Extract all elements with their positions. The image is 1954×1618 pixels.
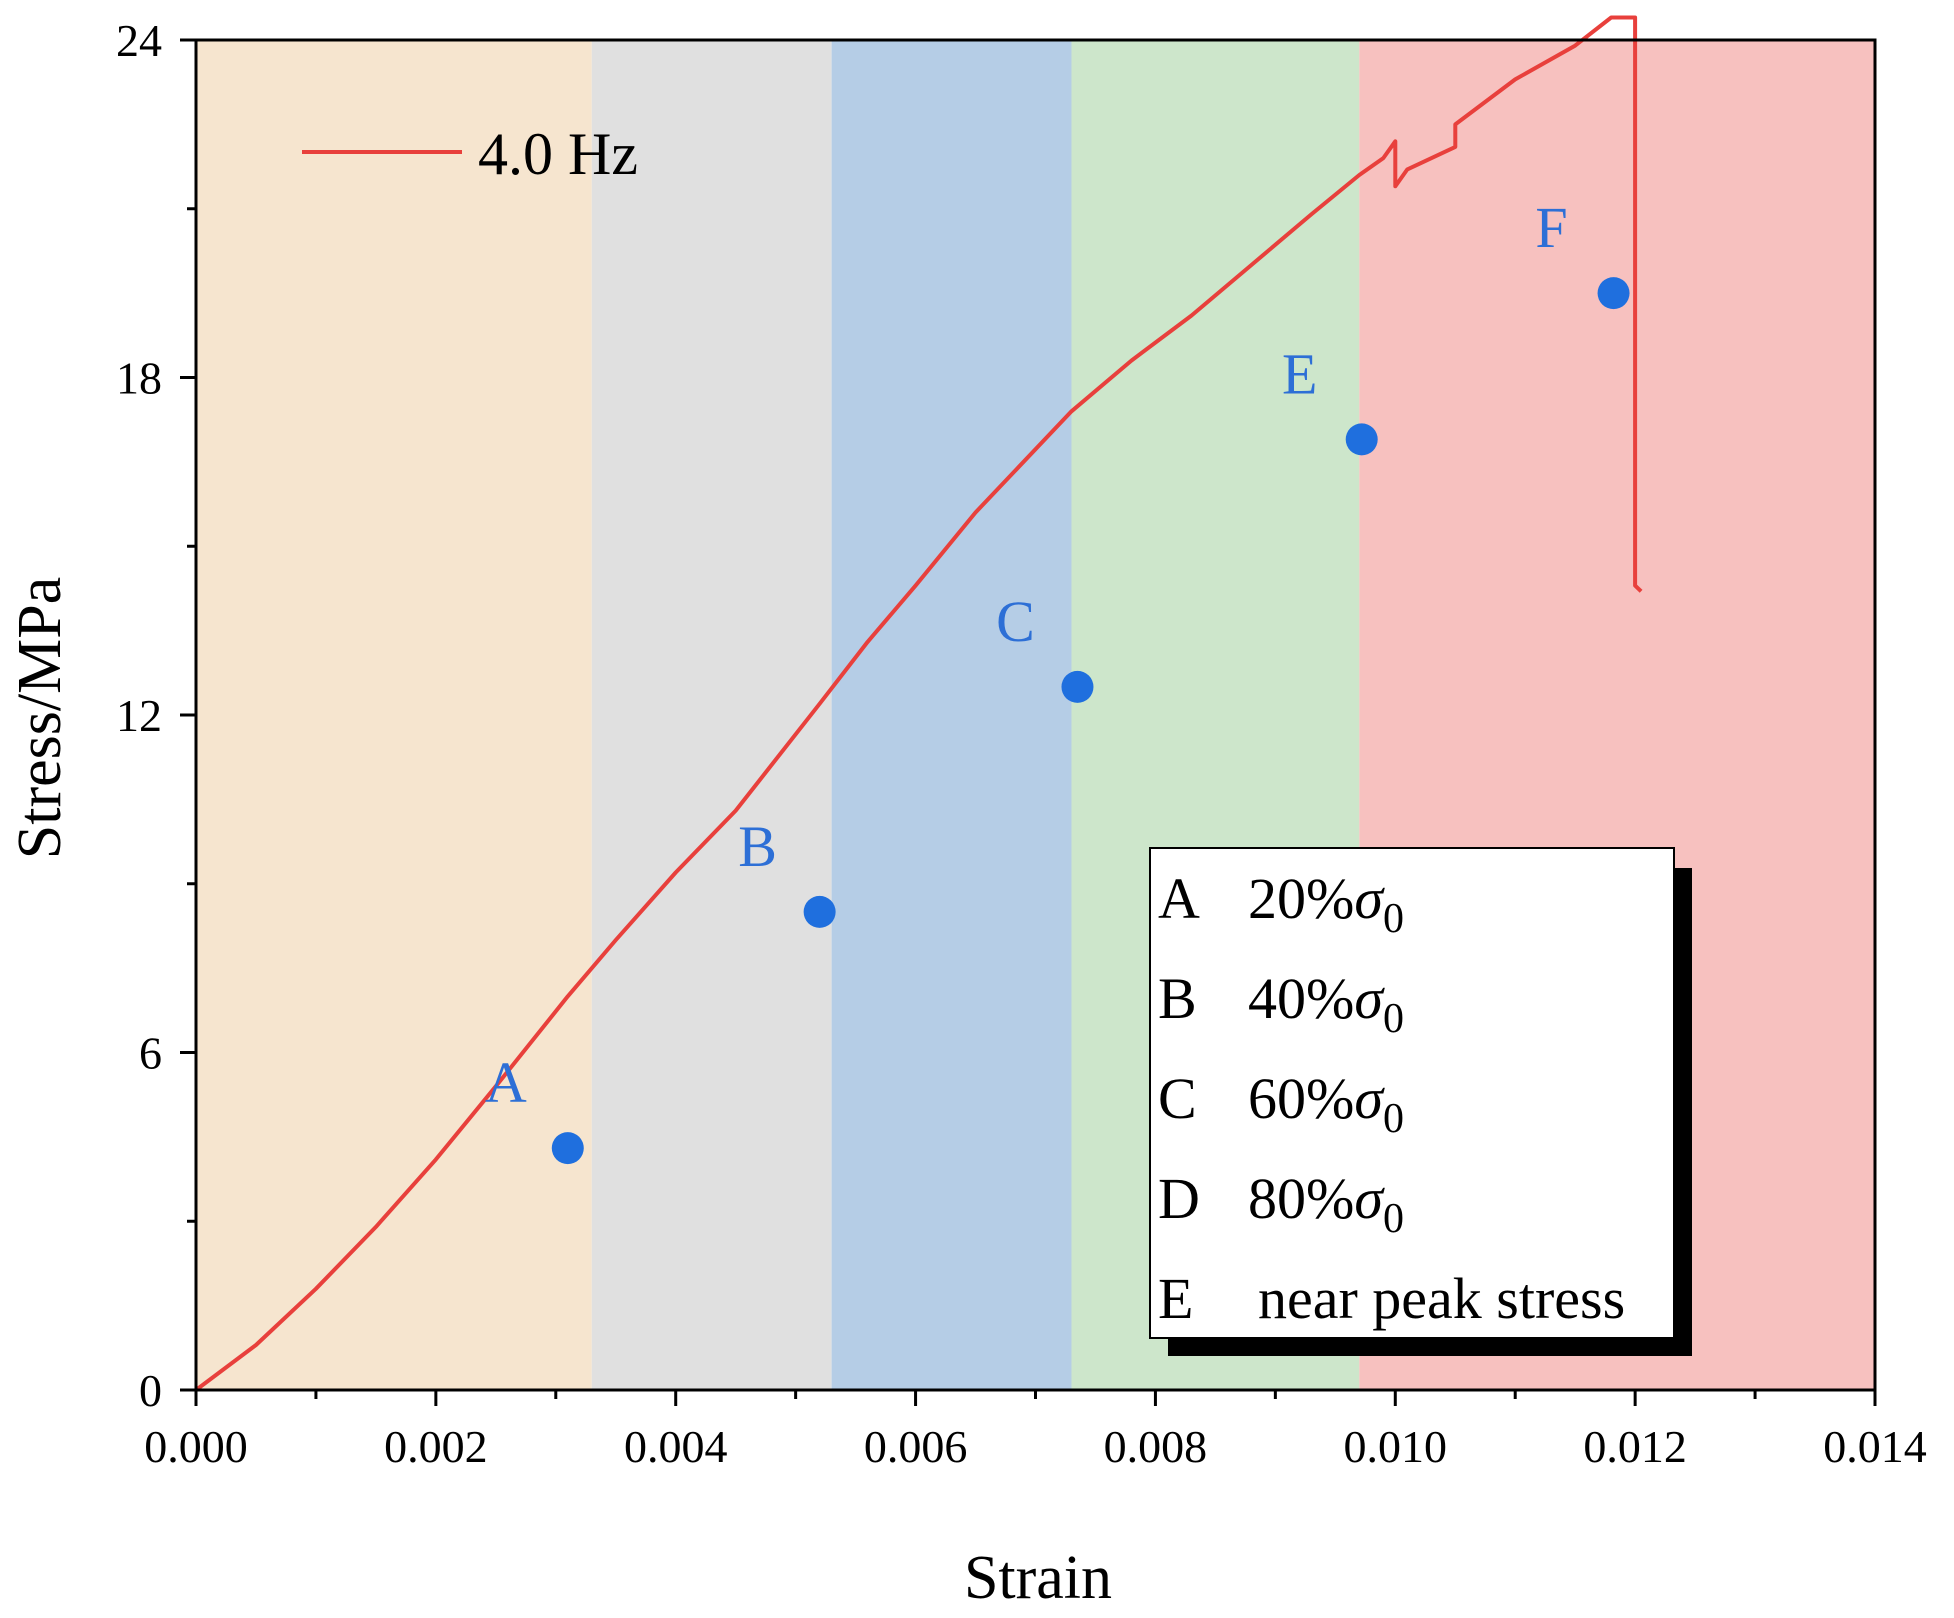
point-A <box>551 1132 584 1165</box>
y-tick-label: 6 <box>139 1028 162 1079</box>
tick-labels: 0.000 0.002 0.004 0.006 0.008 0.010 0.012 0.014… <box>116 15 1927 1472</box>
series-line-4hz <box>194 15 1643 1392</box>
y-tick-label: 12 <box>116 690 162 741</box>
annotation-text: 80%σ0 <box>1248 1166 1404 1242</box>
y-axis-title: Stress/MPa <box>6 577 74 859</box>
point-label-F: F <box>1535 195 1567 260</box>
annotation-key-E: E <box>1158 1266 1193 1331</box>
point-F <box>1597 277 1630 310</box>
annotation-key-A: A <box>1158 866 1200 931</box>
point-C <box>1061 670 1094 703</box>
x-tick-label: 0.008 <box>1104 1421 1208 1472</box>
stage-annotation-box: A 20%σ0 B 40%σ0 C 60%σ0 D 80%σ0 E near peak stres… <box>1149 847 1692 1356</box>
annotation-key-B: B <box>1158 966 1197 1031</box>
annotation-text: 40%σ0 <box>1248 966 1404 1042</box>
legend: 4.0 Hz <box>302 121 638 187</box>
point-label-B: B <box>738 814 777 879</box>
x-tick-label: 0.012 <box>1583 1421 1687 1472</box>
y-tick-label: 24 <box>116 15 162 66</box>
series-layer <box>194 15 1643 1392</box>
y-tick-label: 18 <box>116 353 162 404</box>
legend-label: 4.0 Hz <box>478 121 638 187</box>
x-tick-label: 0.002 <box>384 1421 488 1472</box>
x-tick-label: 0.010 <box>1344 1421 1448 1472</box>
point-E <box>1345 423 1378 456</box>
y-tick-label: 0 <box>139 1365 162 1416</box>
region-stage-2 <box>591 40 832 1390</box>
annotation-text: 60%σ0 <box>1248 1066 1404 1142</box>
annotation-box <box>1149 847 1675 1339</box>
point-label-C: C <box>996 589 1035 654</box>
annotation-key-D: D <box>1158 1166 1200 1231</box>
point-label-A: A <box>485 1050 527 1115</box>
x-axis-title: Strain <box>964 1544 1112 1612</box>
annotation-text: 20%σ0 <box>1248 866 1404 942</box>
region-stage-1 <box>196 40 592 1390</box>
region-stage-3 <box>831 40 1072 1390</box>
x-tick-label: 0.004 <box>624 1421 728 1472</box>
plot-frame <box>194 38 1877 1392</box>
annotation-text: near peak stress <box>1258 1266 1625 1331</box>
point-label-E: E <box>1282 341 1317 406</box>
annotation-key-C: C <box>1158 1066 1197 1131</box>
x-tick-label: 0.000 <box>144 1421 248 1472</box>
x-tick-label: 0.014 <box>1823 1421 1927 1472</box>
point-B <box>803 895 836 928</box>
x-tick-label: 0.006 <box>864 1421 968 1472</box>
